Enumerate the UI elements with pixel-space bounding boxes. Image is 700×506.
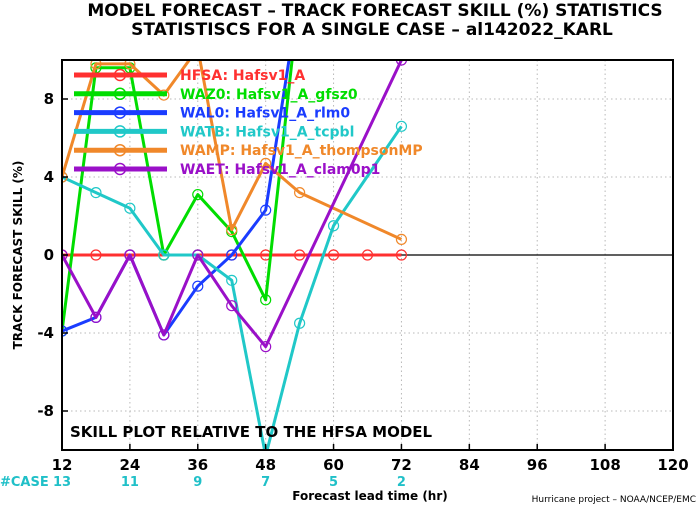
data-point — [124, 249, 136, 261]
data-point — [260, 341, 272, 353]
series-line — [62, 125, 403, 450]
data-point — [294, 249, 306, 261]
data-point — [294, 317, 306, 329]
data-point — [192, 249, 204, 261]
legend-marker — [113, 106, 127, 119]
case-label: #CASE — [0, 475, 49, 490]
data-point — [395, 233, 408, 245]
data-point — [90, 249, 102, 261]
data-point — [361, 249, 374, 261]
data-point — [192, 188, 204, 201]
data-point — [90, 187, 102, 199]
legend-label: WAET: Hafsv1_A_clam0p1 — [180, 162, 380, 178]
skill-note: SKILL PLOT RELATIVE TO THE HFSA MODEL — [70, 423, 433, 441]
data-point — [226, 300, 238, 312]
x-tick-label: 120 — [657, 456, 688, 474]
case-count: 2 — [397, 475, 406, 490]
case-count: 5 — [329, 475, 338, 490]
data-point — [90, 311, 102, 323]
data-point — [226, 249, 238, 261]
legend-marker — [113, 143, 127, 157]
data-point — [327, 249, 340, 261]
credit-text: Hurricane project – NOAA/NCEP/EMC — [532, 495, 696, 505]
x-tick-label: 36 — [187, 456, 208, 474]
case-counts: 13 11 9 7 5 2 — [53, 475, 406, 490]
series-layer — [62, 43, 408, 450]
data-point — [294, 187, 306, 199]
legend-label: WAMP: Hafsv1_A_thompsonMP — [180, 143, 423, 159]
x-tick-label: 12 — [52, 456, 73, 474]
y-tick-label: 4 — [44, 168, 54, 186]
y-tick-label: -4 — [37, 324, 54, 342]
series-line — [62, 60, 403, 349]
series-line — [62, 60, 403, 241]
data-point — [327, 220, 340, 232]
case-count: 9 — [193, 475, 202, 490]
data-point — [158, 329, 170, 341]
legend-marker — [113, 162, 127, 176]
data-point — [193, 43, 203, 53]
case-count: 7 — [261, 475, 270, 490]
y-tick-label: -8 — [37, 402, 54, 420]
case-count: 11 — [121, 475, 139, 490]
legend-label: WATB: Hafsv1_A_tcpbl — [180, 124, 354, 140]
chart-title: MODEL FORECAST – TRACK FORECAST SKILL (%… — [87, 1, 662, 21]
y-axis-label: TRACK FORECAST SKILL (%) — [11, 161, 25, 350]
x-tick-label: 60 — [323, 456, 344, 474]
data-point — [192, 280, 204, 292]
x-axis-label: Forecast lead time (hr) — [292, 489, 448, 503]
legend-label: WAZ0: Hafsv1_A_gfsz0 — [180, 87, 358, 103]
y-tick-label: 0 — [44, 246, 54, 264]
data-point — [124, 60, 136, 70]
y-axis-ticks: -8 -4 0 4 8 — [37, 90, 68, 420]
x-tick-label: 96 — [527, 456, 548, 474]
x-tick-label: 84 — [459, 456, 480, 474]
data-point — [124, 202, 136, 214]
legend-label: HFSA: Hafsv1_A — [180, 68, 305, 84]
x-tick-label: 24 — [119, 456, 140, 474]
data-point — [395, 60, 408, 66]
data-point — [395, 249, 408, 261]
legend-marker — [113, 125, 127, 138]
x-axis-ticks: 12 24 36 48 60 72 84 96 108 120 — [52, 444, 689, 474]
x-tick-label: 48 — [255, 456, 276, 474]
x-tick-label: 108 — [589, 456, 620, 474]
legend: HFSA: Hafsv1_A WAZ0: Hafsv1_A_gfsz0 WAL0: … — [74, 68, 423, 178]
data-point — [226, 274, 238, 286]
data-point — [226, 224, 238, 236]
series-line — [62, 60, 294, 332]
chart-subtitle: STATISTISCS FOR A SINGLE CASE – al142022… — [131, 20, 613, 40]
data-point — [260, 294, 272, 306]
y-tick-label: 8 — [44, 90, 54, 108]
legend-marker — [113, 68, 127, 82]
case-count: 13 — [53, 475, 71, 490]
data-point — [260, 157, 272, 169]
x-tick-label: 72 — [391, 456, 412, 474]
legend-label: WAL0: Hafsv1_A_rlm0 — [180, 106, 350, 122]
data-point — [158, 249, 170, 261]
data-point — [395, 120, 408, 132]
legend-marker — [113, 87, 127, 101]
data-point — [62, 325, 68, 337]
data-point — [90, 60, 102, 70]
data-point — [260, 204, 272, 216]
